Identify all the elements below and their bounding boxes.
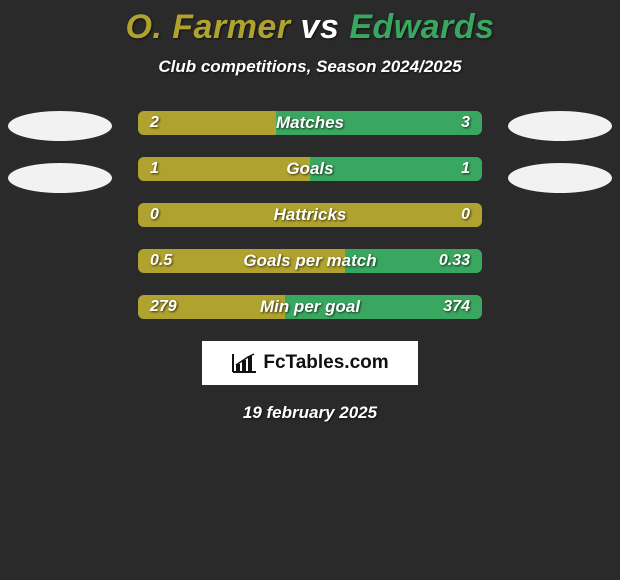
logo-box: FcTables.com <box>202 341 418 385</box>
bar-fill-right <box>310 157 482 181</box>
title-vs: vs <box>301 8 340 46</box>
stats-area: Matches23 Goals11 Hattricks00 Goals per mat… <box>0 111 620 319</box>
bar-fill-left <box>138 295 285 319</box>
page-title: O. Farmer vs Edwards <box>0 0 620 47</box>
avatar <box>508 163 612 193</box>
stat-row: Matches23 <box>138 111 482 135</box>
stat-bars: Matches23 Goals11 Hattricks00 Goals per mat… <box>138 111 482 319</box>
avatars-right <box>500 111 620 193</box>
stat-row: Hattricks00 <box>138 203 482 227</box>
avatar <box>8 111 112 141</box>
title-player-right: Edwards <box>349 8 494 46</box>
avatar <box>508 111 612 141</box>
subtitle: Club competitions, Season 2024/2025 <box>0 57 620 77</box>
bar-fill-left <box>138 203 482 227</box>
bar-fill-right <box>276 111 482 135</box>
stat-row: Goals11 <box>138 157 482 181</box>
stat-row: Goals per match0.50.33 <box>138 249 482 273</box>
bar-fill-left <box>138 249 345 273</box>
date: 19 february 2025 <box>0 403 620 423</box>
bar-fill-right <box>285 295 482 319</box>
avatar <box>8 163 112 193</box>
avatars-left <box>0 111 120 193</box>
bar-fill-left <box>138 157 310 181</box>
bar-fill-left <box>138 111 276 135</box>
stat-row: Min per goal279374 <box>138 295 482 319</box>
logo-text: FcTables.com <box>263 352 388 374</box>
bar-chart-icon <box>231 352 257 374</box>
title-player-left: O. Farmer <box>125 8 290 46</box>
bar-fill-right <box>345 249 482 273</box>
